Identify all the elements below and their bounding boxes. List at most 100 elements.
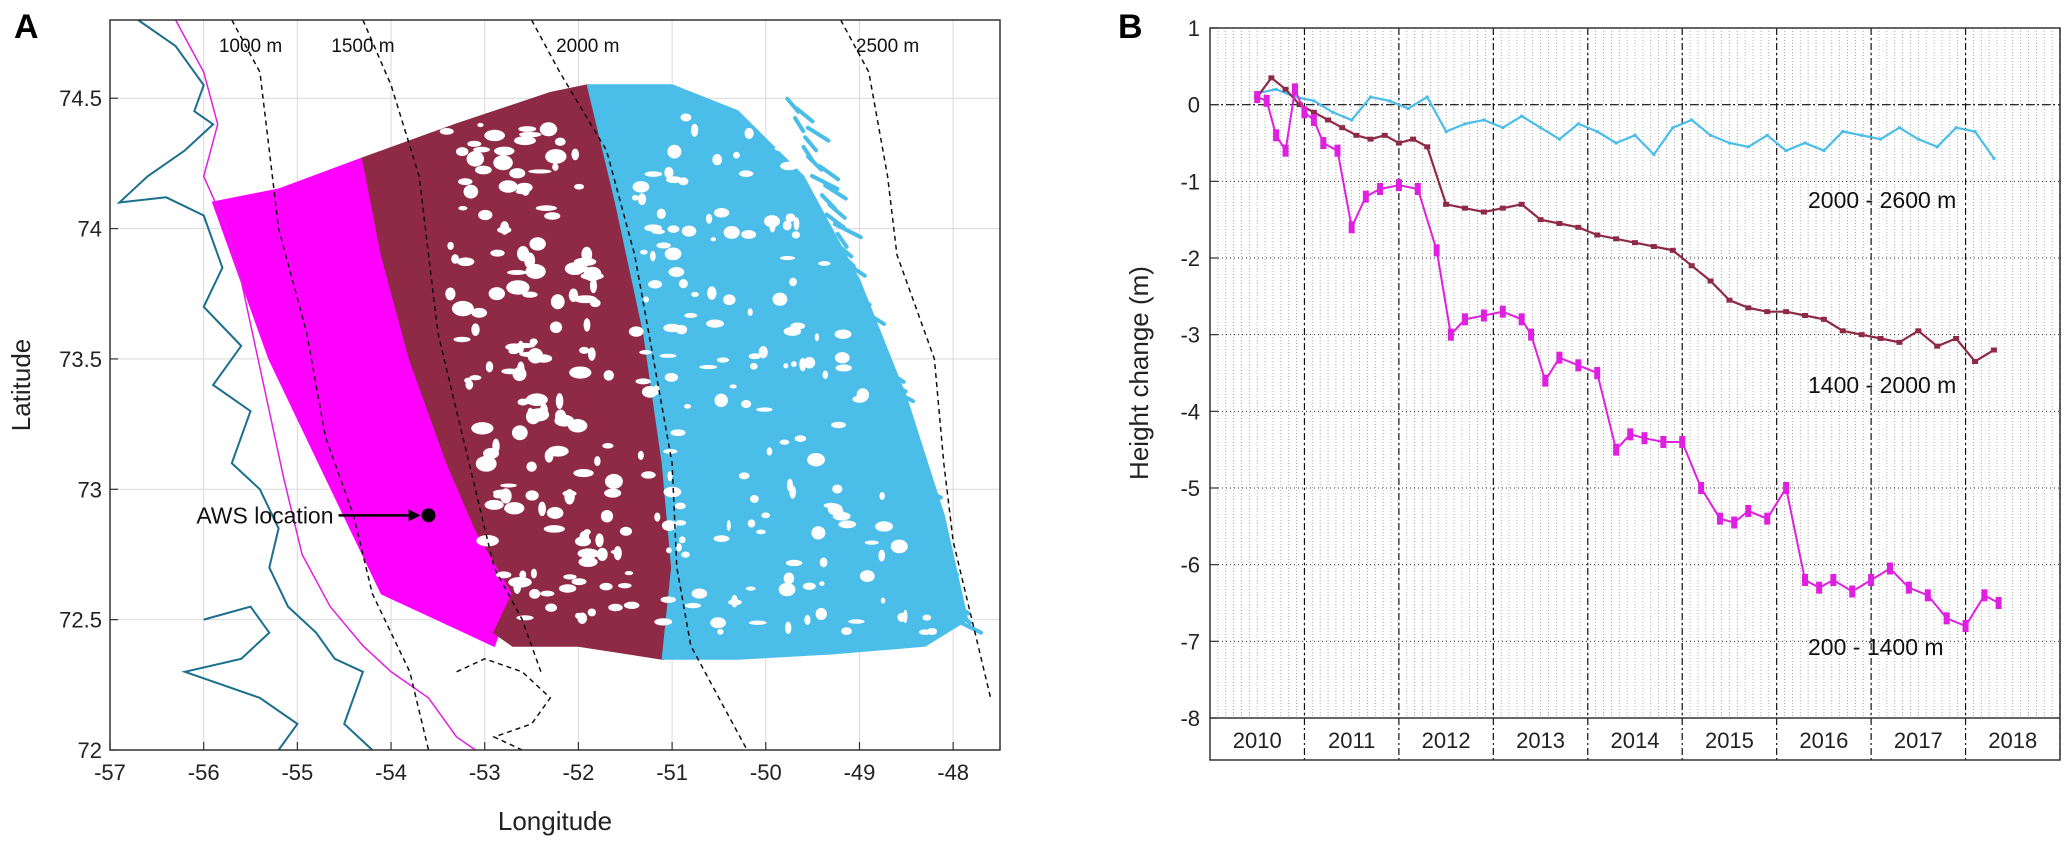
ts-series-labels: 2000 - 2600 m 1400 - 2000 m 200 - 1400 m [1808, 187, 1956, 660]
data-gap [573, 469, 594, 478]
data-gap [525, 490, 539, 501]
data-gap [774, 146, 788, 152]
series-point [1990, 347, 1997, 353]
data-gap [475, 165, 492, 175]
ts-frame [1209, 27, 2061, 761]
series-point [1726, 297, 1733, 303]
series-point [1992, 156, 1996, 160]
data-gap [664, 247, 682, 261]
swath-streak [901, 444, 927, 462]
swath-streak [879, 376, 908, 394]
series-label: 1400 - 2000 m [1808, 372, 1956, 398]
data-gap [654, 512, 661, 522]
series-point [1765, 133, 1769, 137]
data-gap [684, 312, 698, 319]
series-point [1887, 562, 1893, 575]
data-gap [525, 408, 541, 425]
data-gap [656, 208, 666, 220]
data-gap [794, 435, 807, 442]
data-gap [439, 128, 454, 135]
data-gap [494, 146, 515, 156]
series-point [1641, 432, 1648, 445]
data-gap [477, 122, 484, 128]
series-point [1395, 179, 1402, 192]
series-point [1501, 126, 1505, 130]
series-point [1915, 328, 1922, 334]
series-point [1698, 482, 1705, 494]
data-gap [818, 261, 831, 266]
series-point [1594, 232, 1601, 238]
series-line [1256, 85, 2000, 628]
series-point [1916, 137, 1920, 141]
data-gap [451, 300, 474, 317]
elevation-contour [362, 19, 542, 673]
data-gap [509, 168, 526, 179]
contour-label: 1500 m [331, 36, 394, 57]
ts-y-tick-label: 0 [1188, 93, 1200, 118]
series-point [1274, 87, 1278, 91]
data-gap [880, 597, 886, 604]
series-point [1325, 117, 1332, 123]
x-tick-label: -54 [375, 760, 407, 785]
ts-y-tick-label: -5 [1180, 476, 1200, 501]
data-gap [729, 384, 737, 389]
data-gap [552, 163, 559, 171]
series-point [1594, 367, 1601, 379]
series-point [1254, 91, 1261, 103]
data-gap [550, 294, 565, 310]
data-gap [668, 267, 685, 277]
data-gap [564, 262, 585, 276]
data-gap [663, 449, 678, 454]
series-point [1830, 574, 1837, 586]
series-point [1613, 443, 1620, 456]
series-point [1273, 129, 1280, 142]
series-point [1381, 132, 1388, 138]
series-point [1377, 183, 1383, 195]
series-point [1310, 114, 1317, 126]
swath-streak [886, 386, 915, 404]
data-gap [613, 546, 622, 561]
data-gap [705, 213, 713, 224]
swath-streak [833, 241, 854, 259]
swath-streak [819, 193, 837, 211]
data-gap [631, 194, 639, 201]
data-gap [447, 241, 454, 250]
data-gap [740, 400, 752, 409]
swath-streak [823, 183, 848, 201]
data-gap [782, 220, 792, 231]
data-gap [463, 184, 479, 199]
series-point [1301, 106, 1308, 119]
data-gap [815, 607, 827, 620]
data-gap [807, 453, 825, 467]
swath-streak [835, 231, 849, 249]
ts-year-label: 2010 [1233, 728, 1282, 753]
series-point [1935, 145, 1939, 149]
series-point [1764, 512, 1771, 525]
data-gap [578, 557, 598, 567]
data-gap [819, 581, 825, 587]
series-point [1293, 95, 1297, 99]
data-gap [644, 171, 663, 177]
data-gap [834, 329, 852, 339]
data-gap [599, 582, 613, 591]
data-gap [713, 207, 730, 218]
data-gap [555, 393, 564, 410]
series-point [1444, 130, 1448, 133]
series-point [1350, 118, 1354, 122]
data-gap [574, 183, 585, 190]
series-point [1312, 99, 1316, 103]
data-gap [488, 287, 505, 301]
series-point [1822, 149, 1826, 153]
data-gap [813, 533, 819, 540]
data-gap [783, 326, 802, 336]
data-gap [538, 501, 547, 517]
data-gap [676, 543, 682, 552]
data-gap [513, 136, 536, 146]
data-gap [650, 250, 656, 262]
data-gap [803, 356, 816, 369]
series-point [1595, 130, 1599, 133]
data-gap [748, 353, 762, 360]
series-line [1256, 88, 1995, 159]
data-gap [783, 363, 789, 369]
